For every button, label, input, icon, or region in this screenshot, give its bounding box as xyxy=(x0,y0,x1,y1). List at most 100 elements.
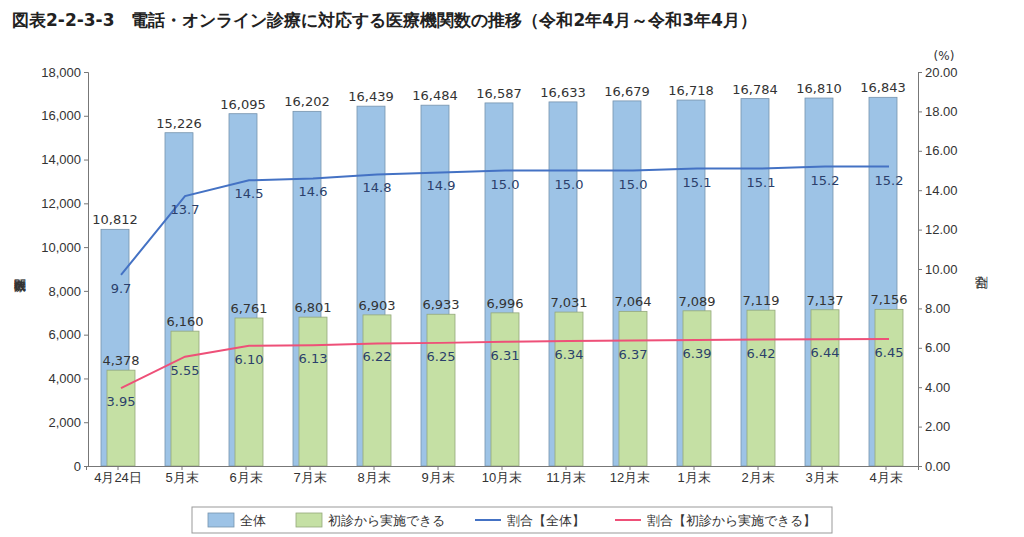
line-label: 14.6 xyxy=(299,184,328,199)
y-tick-mark xyxy=(84,247,88,248)
bar-label: 16,843 xyxy=(860,80,906,95)
y-tick-mark xyxy=(84,160,88,161)
y2-tick: 6.00 xyxy=(918,340,950,355)
line-label: 6.13 xyxy=(299,351,328,366)
y-tick-label: 14,000 xyxy=(41,152,81,167)
bar xyxy=(683,311,711,466)
x-tick: 3月末 xyxy=(805,466,838,485)
bar xyxy=(491,313,519,466)
y2-tick-mark xyxy=(918,387,922,388)
y2-tick-mark xyxy=(918,348,922,349)
line xyxy=(121,339,889,388)
line-label: 15.2 xyxy=(811,173,840,188)
x-tick-label: 7月末 xyxy=(293,470,326,485)
y2-tick-label: 6.00 xyxy=(925,340,950,355)
bar xyxy=(363,315,391,466)
bar xyxy=(555,312,583,466)
y2-tick-label: 14.00 xyxy=(925,183,958,198)
legend: 全体 初診から実施できる 割合【全体】 割合【初診から実施できる】 xyxy=(192,507,832,533)
plot-marks xyxy=(101,97,903,466)
bar-label: 4,378 xyxy=(102,353,139,368)
x-axis: 4月24日 5月末 6月末 7月末 8月末 9月末 10月末 11月末 12月末 1月末 2月末 3月… xyxy=(87,466,919,485)
x-tick: 2月末 xyxy=(741,466,774,485)
legend-item: 割合【全体】 xyxy=(475,513,585,528)
line-label: 6.25 xyxy=(427,349,456,364)
bar-label: 6,160 xyxy=(166,314,203,329)
y-tick: 4,000 xyxy=(48,371,88,386)
y2-tick-mark xyxy=(918,230,922,231)
bar-label: 15,226 xyxy=(156,116,202,131)
y-tick-label: 16,000 xyxy=(41,108,81,123)
x-tick: 6月末 xyxy=(229,466,262,485)
y-tick: 0 xyxy=(74,459,88,474)
y2-tick-label: 16.00 xyxy=(925,143,958,158)
bar xyxy=(427,314,455,466)
y2-tick-label: 8.00 xyxy=(925,301,950,316)
legend-item: 全体 xyxy=(208,513,266,528)
x-tick: 1月末 xyxy=(677,466,710,485)
bar-label: 7,119 xyxy=(742,293,779,308)
y-tick-label: 6,000 xyxy=(48,327,81,342)
y-tick-mark xyxy=(84,335,88,336)
x-tick-label: 3月末 xyxy=(805,470,838,485)
x-tick-label: 8月末 xyxy=(357,470,390,485)
line-label: 15.0 xyxy=(619,177,648,192)
y2-axis: 0.002.004.006.008.0010.0012.0014.0016.00… xyxy=(918,65,958,474)
y2-tick-mark xyxy=(918,151,922,152)
annotation: (%) xyxy=(934,49,955,63)
legend-label: 初診から実施できる xyxy=(328,513,445,528)
bar-label: 16,484 xyxy=(412,88,458,103)
line-label: 6.34 xyxy=(555,347,584,362)
bar-label: 6,996 xyxy=(486,296,523,311)
x-tick-label: 10月末 xyxy=(482,470,522,485)
y2-axis-line xyxy=(919,73,923,467)
y2-tick-mark xyxy=(918,308,922,309)
y2-tick-mark xyxy=(918,190,922,191)
chart-root: 図表2-2-3-3 電話・オンライン診療に対応する医療機関数の推移（令和2年4月… xyxy=(0,0,1024,537)
y-tick-label: 8,000 xyxy=(48,284,81,299)
line-label: 5.55 xyxy=(171,363,200,378)
line-label: 6.22 xyxy=(363,349,392,364)
x-tick-label: 9月末 xyxy=(421,470,454,485)
y2-tick-label: 12.00 xyxy=(925,222,958,237)
legend-box xyxy=(192,507,832,533)
x-tick-label: 2月末 xyxy=(741,470,774,485)
y-tick: 12,000 xyxy=(41,196,88,211)
bar-label: 6,933 xyxy=(422,297,459,312)
bar-label: 16,810 xyxy=(796,81,842,96)
bar-label: 6,903 xyxy=(358,298,395,313)
y-tick: 2,000 xyxy=(48,415,88,430)
y2-tick-mark xyxy=(918,111,922,112)
y-tick: 14,000 xyxy=(41,152,88,167)
bar-label: 7,064 xyxy=(614,294,651,309)
x-tick: 5月末 xyxy=(165,466,198,485)
bar-label: 16,633 xyxy=(540,85,586,100)
x-tick-label: 4月末 xyxy=(869,470,902,485)
legend-swatch xyxy=(615,519,641,521)
y-tick-label: 0 xyxy=(74,459,81,474)
y2-tick: 20.00 xyxy=(918,65,958,80)
line-label: 9.7 xyxy=(111,281,132,296)
legend-swatch xyxy=(296,513,322,527)
bar-label: 16,718 xyxy=(668,83,714,98)
bar xyxy=(619,311,647,466)
x-tick-label: 11月末 xyxy=(546,470,586,485)
x-tick: 4月24日 xyxy=(94,466,142,485)
legend-swatch xyxy=(208,513,234,527)
line-label: 14.9 xyxy=(427,178,456,193)
legend-label: 割合【初診から実施できる】 xyxy=(647,513,816,528)
bar xyxy=(875,309,903,466)
x-tick-label: 12月末 xyxy=(610,470,650,485)
bar-label: 10,812 xyxy=(92,212,138,227)
legend-item: 割合【初診から実施できる】 xyxy=(615,513,816,528)
x-tick-label: 4月24日 xyxy=(94,470,142,485)
bar-label: 7,089 xyxy=(678,294,715,309)
legend-swatch xyxy=(475,519,501,521)
line-label: 15.0 xyxy=(491,177,520,192)
y-tick-label: 2,000 xyxy=(48,415,81,430)
y2-tick: 10.00 xyxy=(918,262,958,277)
line-label: 15.1 xyxy=(683,175,712,190)
bar-label: 16,095 xyxy=(220,97,266,112)
x-tick: 10月末 xyxy=(482,466,522,485)
x-tick: 7月末 xyxy=(293,466,326,485)
